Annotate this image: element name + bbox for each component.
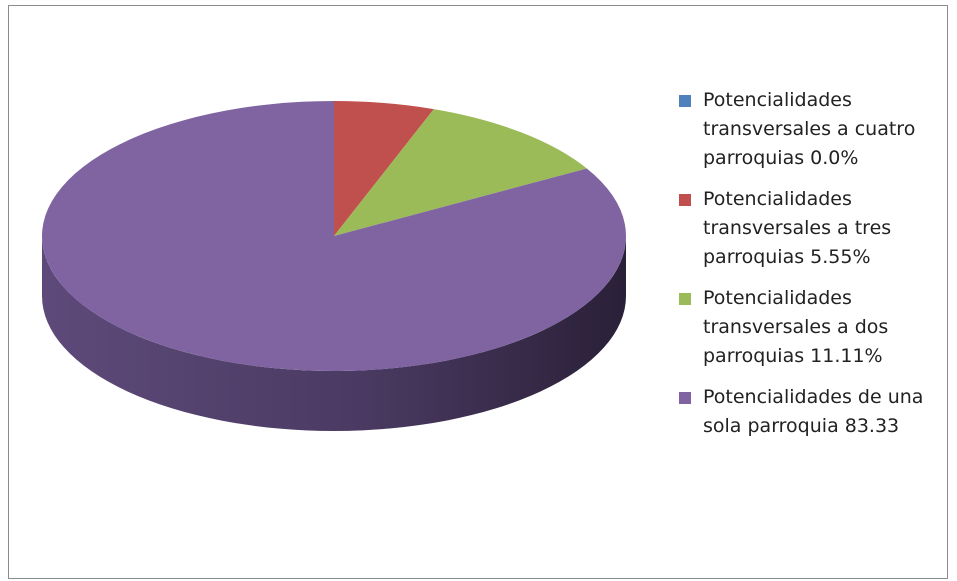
legend-swatch-una — [679, 392, 691, 404]
legend-item-dos: Potencialidades transversales a dos parr… — [676, 284, 957, 371]
legend-item-tres: Potencialidades transversales a tres par… — [676, 185, 957, 272]
legend-label-tres: Potencialidades transversales a tres par… — [703, 188, 892, 268]
pie-slice-una — [42, 101, 627, 371]
legend-label-dos: Potencialidades transversales a dos parr… — [703, 287, 889, 367]
legend-swatch-cuatro — [679, 95, 691, 107]
legend: Potencialidades transversales a cuatro p… — [676, 86, 957, 453]
legend-swatch-tres — [679, 194, 691, 206]
legend-item-una: Potencialidades de una sola parroquia 83… — [676, 383, 957, 441]
pie-side-wall — [42, 236, 626, 431]
pie-slice-tres — [334, 101, 434, 236]
pie-slice-dos — [334, 109, 587, 236]
chart-frame: Potencialidades transversales a cuatro p… — [8, 5, 948, 579]
legend-item-cuatro: Potencialidades transversales a cuatro p… — [676, 86, 957, 173]
legend-label-cuatro: Potencialidades transversales a cuatro p… — [703, 89, 916, 169]
legend-label-una: Potencialidades de una sola parroquia 83… — [703, 386, 924, 437]
legend-swatch-dos — [679, 293, 691, 305]
pie-chart — [42, 101, 627, 431]
